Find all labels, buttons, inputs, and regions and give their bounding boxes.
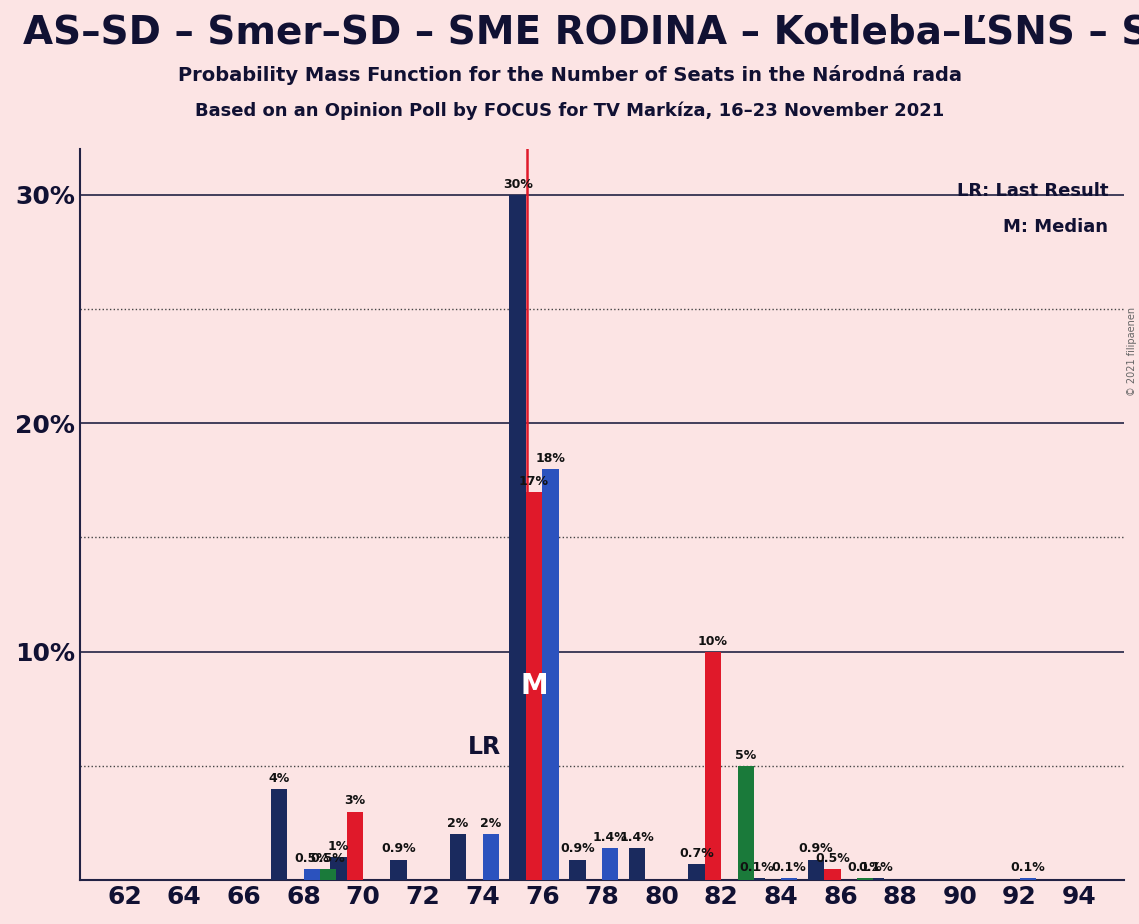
Text: 0.7%: 0.7% [679, 847, 714, 860]
Bar [781, 878, 797, 881]
Text: 2%: 2% [481, 818, 501, 831]
Bar [688, 864, 705, 881]
Text: Probability Mass Function for the Number of Seats in the Národná rada: Probability Mass Function for the Number… [178, 65, 961, 85]
Bar [857, 878, 874, 881]
Text: 0.9%: 0.9% [798, 843, 834, 856]
Text: 5%: 5% [736, 748, 756, 761]
Bar [320, 869, 336, 881]
Bar [304, 869, 320, 881]
Bar [868, 878, 884, 881]
Text: LR: Last Result: LR: Last Result [957, 182, 1108, 200]
Bar [705, 651, 721, 881]
Text: 10%: 10% [698, 635, 728, 648]
Text: 0.5%: 0.5% [311, 852, 345, 865]
Text: 0.5%: 0.5% [295, 852, 329, 865]
Bar [601, 848, 618, 881]
Bar [483, 834, 499, 881]
Bar [1019, 878, 1036, 881]
Bar [271, 789, 287, 881]
Bar [808, 859, 825, 881]
Bar [748, 878, 764, 881]
Bar [526, 492, 542, 881]
Text: Based on an Opinion Poll by FOCUS for TV Markíza, 16–23 November 2021: Based on an Opinion Poll by FOCUS for TV… [195, 102, 944, 120]
Text: © 2021 filipaenen: © 2021 filipaenen [1126, 307, 1137, 395]
Text: 1%: 1% [328, 840, 350, 853]
Text: 0.1%: 0.1% [847, 861, 883, 874]
Bar [391, 859, 407, 881]
Text: 0.9%: 0.9% [382, 843, 416, 856]
Text: 4%: 4% [269, 772, 289, 784]
Bar [825, 869, 841, 881]
Text: M: M [521, 672, 548, 699]
Text: 18%: 18% [535, 452, 565, 465]
Bar [570, 859, 585, 881]
Text: M: Median: M: Median [1003, 218, 1108, 237]
Text: 1.4%: 1.4% [620, 831, 655, 844]
Bar [738, 766, 754, 881]
Text: 30%: 30% [502, 177, 533, 190]
Text: 1.4%: 1.4% [592, 831, 628, 844]
Bar [542, 468, 558, 881]
Text: 0.1%: 0.1% [739, 861, 773, 874]
Text: 17%: 17% [519, 475, 549, 488]
Text: 0.1%: 0.1% [772, 861, 806, 874]
Text: 3%: 3% [344, 795, 366, 808]
Bar [330, 857, 347, 881]
Text: AS–SD – Smer–SD – SME RODINA – Kotleba–ĽSNS – S: AS–SD – Smer–SD – SME RODINA – Kotleba–Ľ… [23, 14, 1139, 52]
Text: LR: LR [468, 735, 501, 759]
Text: 0.5%: 0.5% [816, 852, 850, 865]
Text: 2%: 2% [448, 818, 468, 831]
Text: 0.9%: 0.9% [560, 843, 595, 856]
Bar [629, 848, 645, 881]
Text: 0.1%: 0.1% [1010, 861, 1046, 874]
Text: 0.1%: 0.1% [859, 861, 893, 874]
Bar [509, 195, 526, 881]
Bar [347, 811, 363, 881]
Bar [450, 834, 466, 881]
